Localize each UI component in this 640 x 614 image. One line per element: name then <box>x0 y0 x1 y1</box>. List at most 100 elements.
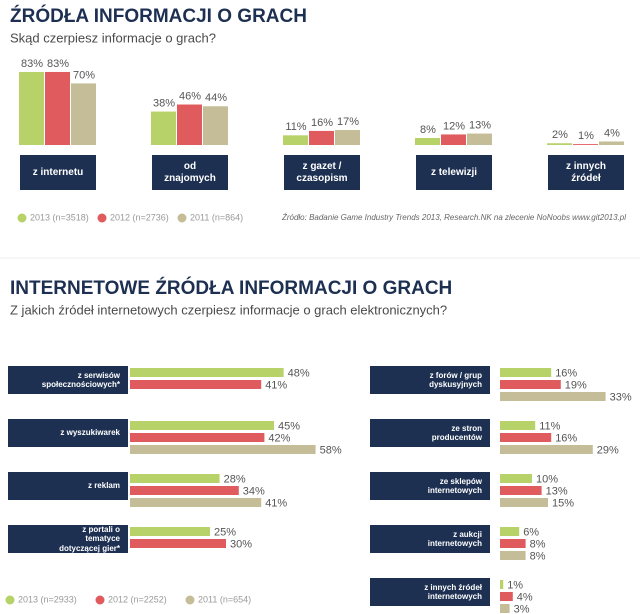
value-label: 45% <box>278 420 300 432</box>
value-label: 19% <box>565 379 587 391</box>
value-label: 10% <box>536 473 558 485</box>
category-label: ze stron producentów <box>370 419 490 447</box>
value-label: 28% <box>224 473 246 485</box>
chart-subtitle: Skąd czerpiesz informacje o grach? <box>10 30 216 45</box>
bar <box>130 421 274 430</box>
category-label: z aukcji internetowych <box>370 525 490 553</box>
bar <box>45 71 70 145</box>
category-label: z forów / grup dyskusyjnych <box>370 366 490 394</box>
value-label: 44% <box>205 92 227 104</box>
value-label: 83% <box>47 58 69 70</box>
bar <box>19 71 44 145</box>
value-label: 15% <box>552 497 574 509</box>
legend-marker <box>185 595 195 605</box>
value-label: 13% <box>546 485 568 497</box>
bar <box>130 380 262 389</box>
category-label: z innych źródeł internetowych <box>370 578 490 606</box>
value-label: 16% <box>555 432 577 444</box>
value-label: 41% <box>265 497 287 509</box>
value-label: 41% <box>265 379 287 391</box>
bar <box>500 421 536 430</box>
bar <box>151 111 176 145</box>
bar <box>130 527 210 536</box>
bar <box>130 445 316 454</box>
category-label: od znajomych <box>152 155 228 190</box>
bar <box>415 137 440 145</box>
bar <box>500 392 606 401</box>
chart-subtitle: Z jakich źródeł internetowych czerpiesz … <box>10 302 447 317</box>
bar <box>500 580 504 589</box>
bar <box>500 498 548 507</box>
bar <box>547 143 572 145</box>
value-label: 46% <box>179 90 201 102</box>
bar <box>335 130 360 145</box>
legend-label: 2013 (n=3518) <box>30 212 89 222</box>
value-label: 30% <box>230 538 252 550</box>
bar <box>130 539 226 548</box>
bar <box>573 144 598 145</box>
bar <box>130 368 284 377</box>
bar <box>500 539 526 548</box>
bar <box>441 134 466 145</box>
bar <box>467 133 492 145</box>
value-label: 11% <box>285 121 306 133</box>
value-label: 83% <box>21 58 43 70</box>
value-label: 6% <box>523 526 539 538</box>
legend-marker <box>177 213 187 223</box>
chart-title: INTERNETOWE ŹRÓDŁA INFORMACJI O GRACH <box>10 277 452 299</box>
category-label: z portali o tematyce dotyczącej gier* <box>8 525 128 553</box>
value-label: 8% <box>530 550 546 562</box>
category-label: z serwisów społecznościowych* <box>8 366 128 394</box>
bar <box>500 380 561 389</box>
legend-marker <box>97 213 107 223</box>
value-label: 25% <box>214 526 236 538</box>
legend-label: 2011 (n=864) <box>190 212 243 222</box>
value-label: 4% <box>517 591 533 603</box>
value-label: 29% <box>597 444 619 456</box>
bar <box>500 527 520 536</box>
category-label: ze sklepów internetowych <box>370 472 490 500</box>
bar <box>599 141 624 145</box>
legend-label: 2012 (n=2252) <box>108 594 167 604</box>
value-label: 12% <box>443 120 465 132</box>
bar <box>203 106 228 145</box>
value-label: 16% <box>555 367 577 379</box>
value-label: 1% <box>578 130 594 142</box>
value-label: 8% <box>420 124 436 136</box>
value-label: 38% <box>153 97 175 109</box>
legend-marker <box>95 595 105 605</box>
bar <box>500 474 532 483</box>
bar <box>500 486 542 495</box>
legend-label: 2012 (n=2736) <box>110 212 169 222</box>
category-label: z reklam <box>8 472 128 500</box>
bar <box>71 83 96 145</box>
category-label: z wyszukiwarek <box>8 419 128 447</box>
bar <box>130 433 265 442</box>
value-label: 13% <box>469 119 491 131</box>
source-note: Źródło: Badanie Game Industry Trends 201… <box>281 213 626 222</box>
legend-label: 2013 (n=2933) <box>18 594 77 604</box>
bar <box>500 368 552 377</box>
bar <box>500 604 510 613</box>
category-label: z telewizji <box>416 155 492 190</box>
value-label: 33% <box>610 391 632 403</box>
value-label: 17% <box>337 116 359 128</box>
value-label: 16% <box>311 117 333 129</box>
value-label: 70% <box>73 69 95 81</box>
value-label: 11% <box>539 420 560 432</box>
value-label: 4% <box>604 127 620 139</box>
legend-label: 2011 (n=654) <box>198 594 251 604</box>
legend-marker <box>5 595 15 605</box>
bar <box>130 486 239 495</box>
bar <box>309 130 334 145</box>
value-label: 3% <box>514 603 530 614</box>
value-label: 42% <box>268 432 290 444</box>
category-label: z innych źródeł <box>548 155 624 190</box>
chart-title: ŹRÓDŁA INFORMACJI O GRACH <box>10 5 307 27</box>
bar <box>130 498 262 507</box>
legend-marker <box>17 213 27 223</box>
value-label: 2% <box>552 129 568 141</box>
value-label: 58% <box>320 444 342 456</box>
